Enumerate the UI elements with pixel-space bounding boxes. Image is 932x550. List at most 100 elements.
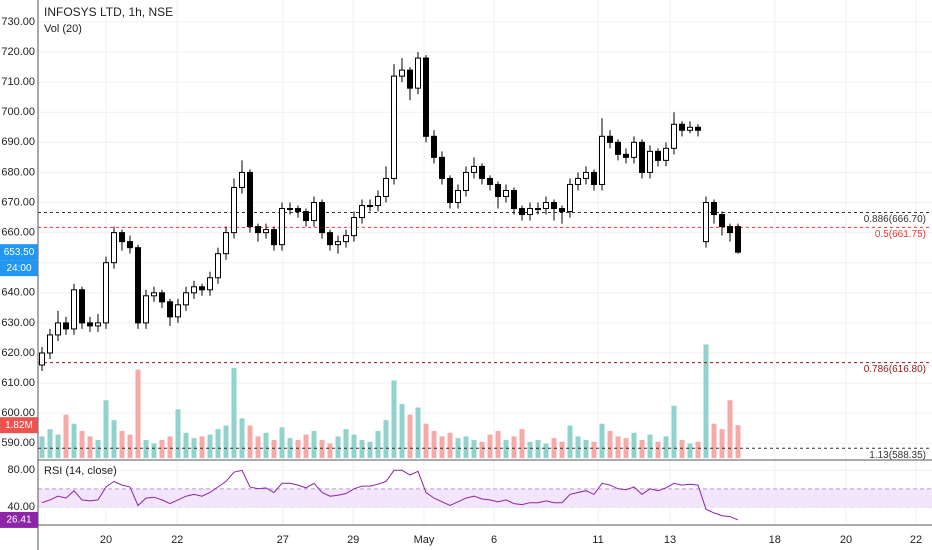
candle-body [95,322,101,327]
volume-bar [367,441,373,458]
y-tick-label: 680.00 [1,166,35,178]
candle-body [527,208,533,216]
candle-body [471,165,477,173]
volume-bar [87,436,93,458]
candle-body [79,289,85,324]
candle-body [351,217,357,237]
last-rsi-label: 26.41 [6,515,31,526]
candle-body [735,226,741,253]
volume-bar [127,434,133,458]
candle-body [711,202,717,216]
volume-bar [663,436,669,458]
candle-body [111,232,117,264]
candle-body [615,141,621,155]
volume-bar [335,436,341,458]
volume-bar [327,443,333,458]
chart-title: INFOSYS LTD, 1h, NSE [44,5,173,19]
candle-body [423,57,429,137]
y-tick-label: 600.00 [1,407,35,419]
candle-body [303,211,309,222]
volume-bar [271,439,277,458]
volume-bar [103,400,109,458]
rsi-title: RSI (14, close) [44,465,117,477]
volume-title: Vol (20) [44,23,82,35]
volume-bar [711,423,717,458]
volume-bar [167,436,173,458]
candle-body [407,69,413,89]
volume-bar [263,432,269,458]
candle-body [623,153,629,158]
candle-body [215,253,221,279]
volume-bar [391,380,397,458]
volume-bar [671,405,677,458]
candle-body [439,156,445,179]
volume-bar [439,436,445,458]
candle-body [455,189,461,204]
last-rsi-box [0,511,38,528]
candle-body [511,189,517,210]
last-volume-label: 1.82M [5,420,33,431]
rsi-band [38,488,932,508]
candle-body [127,241,133,249]
y-tick-label: 730.00 [1,16,35,28]
rsi-line [41,469,739,521]
x-tick-label: 18 [769,534,781,546]
last-price-box [0,244,38,261]
volume-bar [255,436,261,458]
candle-body [151,292,157,297]
y-tick-label: 710.00 [1,76,35,88]
volume-bar [151,443,157,458]
candle-body [143,295,149,324]
volume-bar [479,441,485,458]
volume-bar [543,443,549,458]
candle-body [207,277,213,291]
volume-bar [183,432,189,458]
x-tick-label: 13 [664,534,676,546]
volume-bar [343,429,349,458]
x-tick-label: May [414,534,435,546]
candle-body [431,135,437,158]
x-tick-label: 22 [910,534,922,546]
volume-bar [239,418,245,458]
volume-bar [615,436,621,458]
volume-bar [375,430,381,458]
candle-body [311,202,317,222]
candle-body [55,322,61,336]
candle-body [159,292,165,303]
candle-body [415,57,421,89]
candle-body [263,229,269,234]
candle-body [663,147,669,161]
fib-level-label: 0.786(616.80) [864,364,926,375]
x-tick-label: 22 [171,534,183,546]
volume-bar [223,425,229,458]
volume-bar [431,430,437,458]
volume-bar [423,423,429,458]
candle-body [463,171,469,191]
x-tick-label: 20 [100,534,112,546]
volume-bar [159,439,165,458]
y-tick-label: 700.00 [1,106,35,118]
volume-bar [471,439,477,458]
candle-body [687,126,693,131]
countdown-box [0,260,38,277]
candle-body [287,208,293,211]
volume-bar [607,430,613,458]
volume-bar [703,344,709,458]
candle-body [247,171,253,228]
candle-body [399,69,405,77]
volume-bar [527,441,533,458]
candle-body [183,292,189,306]
candle-body [319,202,325,234]
last-volume-box [0,417,38,434]
volume-bar [447,432,453,458]
candle-body [567,183,573,213]
volume-bar [215,429,221,458]
volume-bar [135,369,141,458]
volume-bar [631,432,637,458]
volume-bar [535,439,541,458]
volume-bar [503,439,509,458]
volume-bar [415,407,421,458]
volume-bar [519,429,525,458]
candle-body [375,196,381,207]
